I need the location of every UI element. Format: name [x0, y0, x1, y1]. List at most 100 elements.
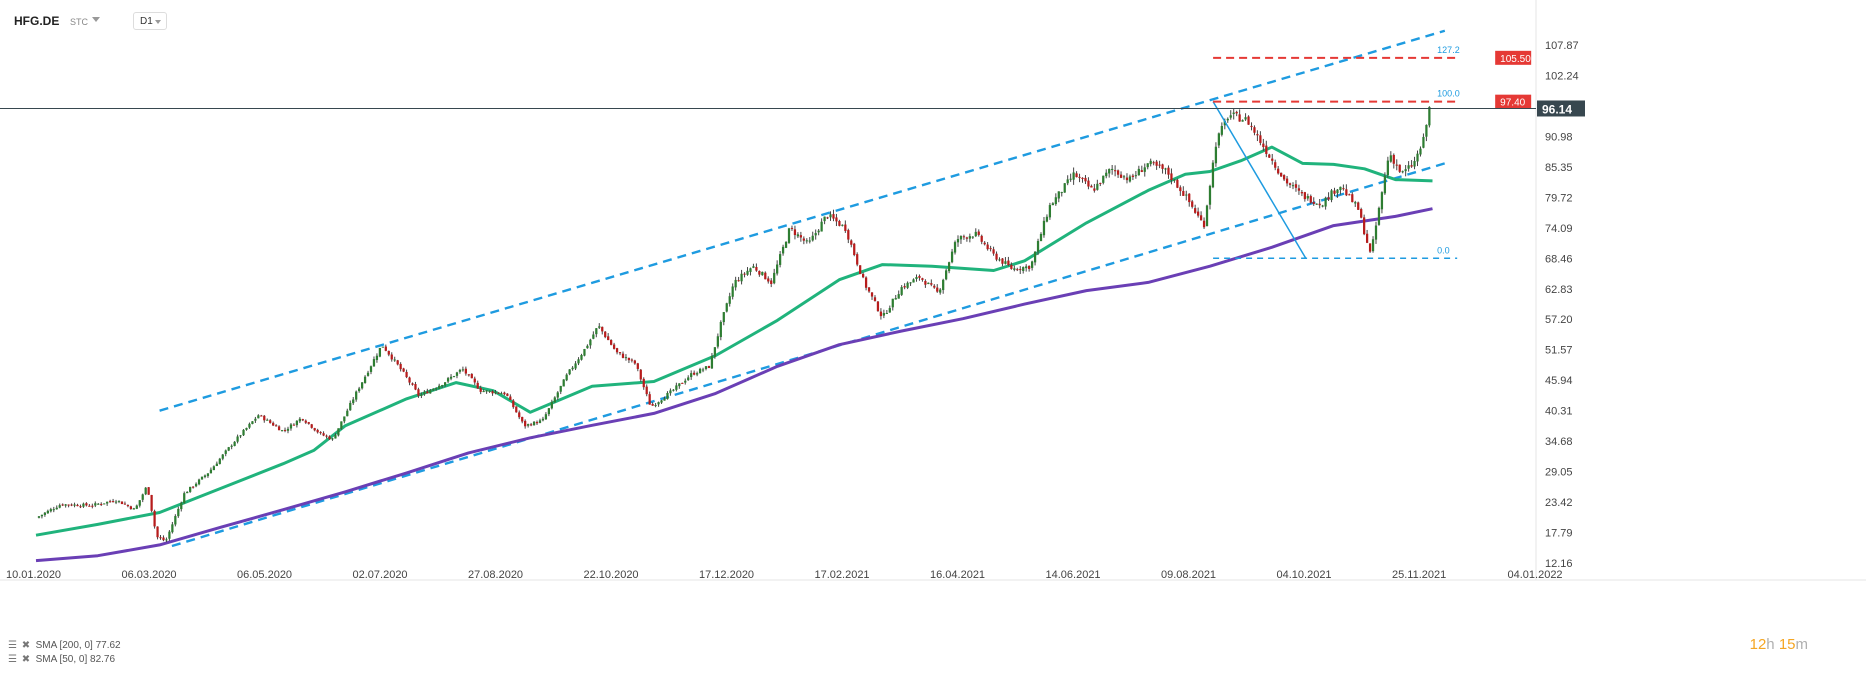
symbol-name[interactable]: HFG.DE	[14, 14, 60, 28]
candle-body	[574, 363, 577, 369]
candle-body	[618, 352, 622, 354]
settings-icon[interactable]: ☰	[8, 640, 17, 651]
candle-body	[734, 279, 737, 288]
candle-body	[1244, 117, 1247, 120]
candle-body	[980, 235, 983, 242]
candle-body	[298, 418, 301, 422]
candle-body	[123, 503, 127, 505]
candle-body	[660, 400, 663, 403]
candle-body	[215, 463, 218, 467]
candle-body	[518, 412, 521, 418]
candle-body	[1288, 183, 1292, 185]
fib-trend-line[interactable]	[1212, 101, 1307, 259]
close-icon[interactable]: ✖	[21, 640, 31, 651]
candle-body	[1241, 120, 1244, 122]
candle-body	[962, 236, 966, 238]
timer-hours: 12	[1749, 636, 1767, 653]
candle-body	[479, 387, 482, 392]
candle-body	[1208, 185, 1212, 205]
candle-body	[429, 390, 432, 394]
candle-body	[438, 385, 441, 389]
candle-body	[108, 501, 112, 503]
symbol-dropdown-icon[interactable]	[92, 17, 100, 22]
candle-body	[239, 435, 242, 437]
candle-body	[117, 500, 121, 502]
candle-body	[206, 473, 210, 477]
candle-body	[1202, 220, 1206, 228]
candle-body	[1383, 176, 1387, 194]
candle-body	[909, 282, 912, 284]
candle-body	[1125, 177, 1129, 181]
candle-body	[275, 425, 278, 427]
candle-body	[1371, 239, 1375, 252]
candle-body	[1327, 197, 1330, 200]
chevron-down-icon	[155, 20, 161, 24]
candle-body	[485, 390, 488, 392]
channel-upper-line[interactable]	[159, 29, 1446, 412]
candle-body	[1134, 175, 1137, 177]
candle-body	[1099, 182, 1102, 184]
candle-body	[1054, 197, 1057, 205]
candle-body	[823, 216, 826, 222]
candle-body	[601, 326, 604, 332]
x-tick-label: 17.12.2020	[699, 569, 754, 581]
candle-body	[441, 385, 444, 387]
y-tick-label: 68.46	[1545, 253, 1573, 265]
candle-body	[1315, 203, 1318, 205]
candle-body	[1265, 145, 1268, 154]
candle-body	[1300, 192, 1304, 194]
candle-body	[1282, 175, 1286, 180]
candle-body	[690, 373, 693, 378]
candle-body	[945, 270, 948, 280]
candle-body	[1407, 165, 1410, 169]
candle-body	[319, 432, 322, 434]
candle-body	[633, 360, 636, 364]
candle-body	[936, 287, 939, 292]
candle-body	[1277, 168, 1280, 174]
candle-body	[767, 278, 770, 282]
candle-body	[1324, 197, 1327, 207]
candle-body	[1250, 125, 1253, 127]
candle-body	[1205, 205, 1209, 227]
candle-body	[346, 410, 349, 417]
candle-body	[998, 259, 1001, 261]
candle-body	[1111, 168, 1114, 170]
candle-body	[355, 391, 358, 400]
candle-body	[1428, 106, 1431, 126]
candle-body	[778, 254, 782, 265]
candle-body	[310, 424, 313, 428]
candle-body	[266, 419, 269, 421]
candle-body	[859, 265, 862, 275]
candle-body	[879, 311, 883, 317]
candle-body	[500, 393, 503, 395]
candle-body	[138, 500, 141, 506]
timeframe-selector[interactable]: D1	[133, 12, 167, 30]
candle-body	[162, 537, 165, 541]
candle-body	[1167, 167, 1170, 175]
candle-body	[1363, 217, 1366, 235]
close-icon[interactable]: ✖	[21, 654, 31, 665]
legend-sma50[interactable]: ☰ ✖ SMA [50, 0] 82.76	[8, 654, 115, 665]
candle-body	[521, 416, 524, 422]
candle-body	[257, 415, 260, 419]
settings-icon[interactable]: ☰	[8, 654, 17, 665]
candle-body	[547, 408, 551, 415]
candle-body	[91, 505, 94, 507]
candle-body	[114, 501, 118, 503]
legend-sma200[interactable]: ☰ ✖ SMA [200, 0] 77.62	[8, 640, 121, 651]
candle-body	[171, 524, 174, 533]
candle-body	[399, 363, 402, 370]
candle-body	[328, 436, 331, 440]
candle-body	[1066, 179, 1069, 184]
candle-body	[408, 377, 411, 383]
sma200-line	[35, 207, 1433, 563]
candle-body	[853, 243, 856, 256]
candle-body	[260, 415, 263, 417]
candle-body	[820, 221, 823, 232]
candle-body	[612, 344, 616, 349]
candle-body	[1001, 258, 1004, 264]
candle-body	[1113, 170, 1117, 172]
candle-body	[1028, 265, 1031, 269]
candle-body	[1214, 146, 1218, 164]
